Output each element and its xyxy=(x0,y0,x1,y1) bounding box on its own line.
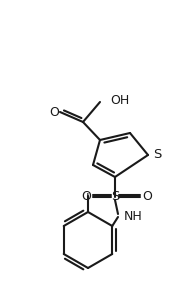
Text: S: S xyxy=(111,191,119,204)
Text: O: O xyxy=(81,191,91,204)
Text: S: S xyxy=(153,148,161,161)
Text: O: O xyxy=(49,105,59,118)
Text: OH: OH xyxy=(110,94,129,106)
Text: I: I xyxy=(86,192,90,205)
Text: O: O xyxy=(142,191,152,204)
Text: NH: NH xyxy=(124,209,143,222)
